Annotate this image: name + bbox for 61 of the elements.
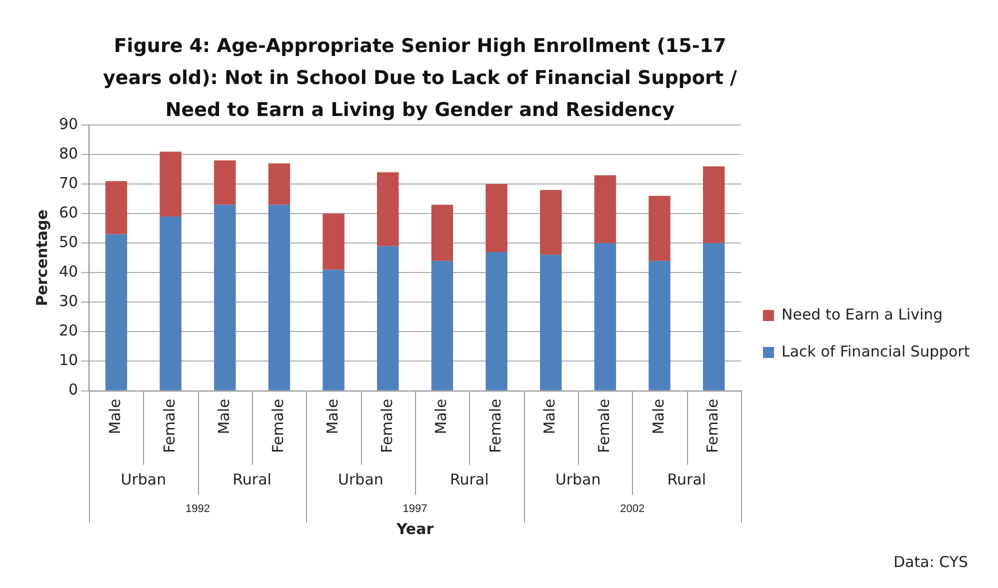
bar xyxy=(431,260,454,390)
bar xyxy=(594,175,616,244)
x-tick-label: Female xyxy=(269,398,288,454)
text: Rural xyxy=(232,470,272,489)
bar xyxy=(322,214,344,270)
y-tick-label: 60 xyxy=(58,203,78,222)
text: Urban xyxy=(555,470,601,489)
x-tick-label: Male xyxy=(432,398,450,434)
x-tick-label: Female xyxy=(595,398,614,454)
bar xyxy=(160,152,182,217)
y-tick-label: 30 xyxy=(58,292,78,310)
bar xyxy=(214,204,236,390)
x-tick-label: Female xyxy=(486,398,504,454)
bar xyxy=(431,204,454,261)
bar xyxy=(105,181,128,234)
y-tick-label: 70 xyxy=(58,174,78,192)
bar xyxy=(377,172,399,246)
text: 2002 xyxy=(620,502,645,515)
y-tick-label: 40 xyxy=(58,262,78,281)
bar xyxy=(702,166,725,244)
bar xyxy=(160,216,182,390)
y-tick-label: 10 xyxy=(58,351,78,370)
x-tick-label: Male xyxy=(106,398,124,434)
bar xyxy=(268,163,290,205)
bar xyxy=(322,270,344,390)
bar xyxy=(214,160,236,205)
legend-label: Lack of Financial Support xyxy=(782,342,970,360)
text: Urban xyxy=(338,470,384,489)
text: Urban xyxy=(120,470,166,489)
bar xyxy=(594,243,616,390)
bar xyxy=(540,190,562,255)
bar xyxy=(486,252,508,390)
text: 1997 xyxy=(402,502,428,515)
bar xyxy=(540,254,562,390)
x-tick-label: Male xyxy=(323,398,342,434)
x-tick-label: Female xyxy=(704,398,722,454)
bar xyxy=(648,196,670,261)
y-axis-title: Percentage xyxy=(32,210,51,306)
x-axis-title: Year xyxy=(395,520,434,538)
legend-label: Need to Earn a Living xyxy=(782,305,943,324)
bar xyxy=(377,246,399,390)
text: Rural xyxy=(667,470,706,489)
x-tick-label: Female xyxy=(160,398,178,454)
text: Data: CYS xyxy=(893,552,968,571)
y-tick-label: 0 xyxy=(68,380,78,399)
bar xyxy=(702,243,725,390)
chart-title: Figure 4: Age-Appropriate Senior High Enrollment (15-17 years old): Not in School Due to Lack of Financial Support / Need to Earn a Living by Gender and Residency xyxy=(102,34,738,123)
y-tick-label: 90 xyxy=(58,114,78,133)
x-tick-label: Male xyxy=(214,398,233,434)
x-tick-label: Female xyxy=(378,398,396,454)
bar xyxy=(105,234,128,390)
text: Rural xyxy=(450,470,489,489)
y-tick-label: 80 xyxy=(58,144,78,162)
x-tick-label: Male xyxy=(649,398,668,434)
y-tick-label: 50 xyxy=(58,233,78,252)
bar xyxy=(486,184,508,252)
y-tick-label: 20 xyxy=(58,322,78,340)
bar xyxy=(648,260,670,390)
text: 1992 xyxy=(185,502,210,515)
x-tick-label: Male xyxy=(540,398,559,434)
bar xyxy=(268,204,290,390)
